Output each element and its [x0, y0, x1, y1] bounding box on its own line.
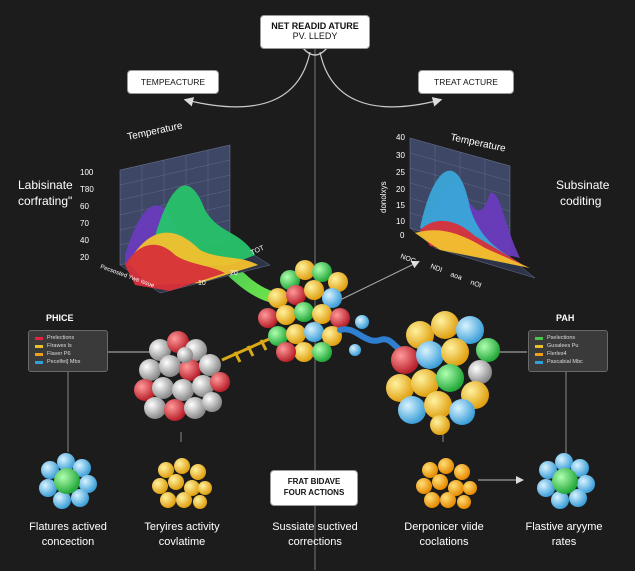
right-ytick-5: 10	[396, 217, 405, 226]
center-box-line1: FRAT BIDAVE	[287, 477, 341, 486]
right-side-label-2: coditing	[560, 194, 602, 208]
right-yaxis-label: donolxys	[379, 181, 388, 213]
bottom-label-5: Flastive aryyme rates	[508, 520, 620, 550]
bottom-label-5-line1: Flastive aryyme	[525, 521, 603, 533]
bottom-cluster-2	[152, 458, 212, 509]
bottom-label-4: Derponicer viide coclations	[388, 520, 500, 550]
left-ytick-2: 60	[80, 202, 89, 211]
left-arc-arrow	[183, 51, 311, 108]
top-title-line2: PV. LLEDY	[292, 31, 338, 41]
bottom-label-1: Flatures actived concection	[12, 520, 124, 550]
right-xtick-0: NOC	[399, 253, 416, 265]
left-legend-item-0: Prelections	[47, 335, 75, 341]
left-legend-item-1: Flrawes ls	[47, 343, 72, 349]
right-xtick-3: nOl	[469, 279, 482, 289]
right-ytick-3: 20	[396, 185, 405, 194]
right-legend-item-1: Gusalees Pu	[547, 343, 579, 349]
left-3d-chart: Temperature 100 T80 60 70 40 20 10 20 TO…	[80, 120, 271, 294]
bottom-cluster-5	[537, 453, 595, 509]
bottom-label-3-line2: corrections	[288, 536, 342, 548]
right-legend-title: PAH	[556, 313, 575, 323]
bottom-label-5-line2: rates	[551, 536, 577, 548]
left-xtick-1: 20	[230, 270, 238, 277]
bottom-label-2-line2: covlatime	[158, 536, 206, 548]
top-title-line1: NET READID ATURE	[271, 21, 359, 31]
right-xtick-2: aoa	[449, 271, 462, 282]
left-legend: Prelections Flrawes ls Flaver P6 Pecelfe…	[28, 330, 108, 372]
right-ytick-4: 15	[396, 201, 405, 210]
right-legend-item-3: Pascabial Mbc	[547, 359, 583, 365]
left-ytick-4: 40	[80, 236, 89, 245]
right-side-label-1: Subsinate	[556, 178, 610, 192]
left-side-label-2: corfrating"	[18, 194, 73, 208]
bottom-cluster-1	[39, 452, 97, 509]
bottom-cluster-4	[416, 458, 477, 509]
bottom-label-2: Teryires activity covlatime	[126, 520, 238, 550]
left-xtick-0: 10	[198, 280, 206, 287]
left-ytick-5: 20	[80, 253, 89, 262]
bottom-label-3-line1: Sussiate suctived	[272, 521, 358, 533]
left-surface-red	[125, 244, 225, 291]
left-panel-box: TEMPEACTURE	[127, 70, 219, 94]
right-ytick-6: 0	[400, 231, 405, 240]
right-molecule-cluster	[386, 311, 500, 435]
right-xtick-1: NDI	[429, 263, 443, 274]
left-ytick-3: 70	[80, 219, 89, 228]
bottom-label-1-line2: concection	[41, 536, 95, 548]
center-box-line2: FOUR ACTIONS	[283, 488, 345, 497]
left-side-label-1: Labisinate	[18, 178, 73, 192]
center-molecule-cluster	[258, 260, 350, 362]
left-legend-item-2: Flaver P6	[47, 351, 71, 357]
left-legend-title: PHICE	[46, 313, 74, 323]
bottom-label-4-line2: coclations	[419, 536, 469, 548]
right-surface-yellow	[415, 230, 530, 268]
right-panel-box: TREAT ACTURE	[418, 70, 514, 94]
blue-linker	[337, 315, 408, 356]
top-title-box: NET READID ATURE PV. LLEDY	[260, 15, 370, 49]
right-ytick-0: 40	[396, 133, 405, 142]
right-legend: Pselections Gusalees Pu Flerles4 Pascabi…	[528, 330, 608, 372]
left-ytick-1: T80	[80, 185, 94, 194]
center-actions-box: FRAT BIDAVE FOUR ACTIONS	[270, 470, 358, 506]
right-chart-link	[339, 261, 420, 301]
right-legend-item-0: Pselections	[547, 335, 576, 341]
bottom-label-1-line1: Flatures actived	[29, 521, 107, 533]
right-ytick-1: 30	[396, 151, 405, 160]
bottom-label-2-line1: Teryires activity	[144, 521, 220, 533]
left-ytick-0: 100	[80, 168, 94, 177]
right-arc-arrow	[319, 51, 443, 108]
right-ytick-2: 25	[396, 168, 405, 177]
left-molecule-cluster	[134, 331, 230, 421]
right-legend-item-2: Flerles4	[547, 351, 567, 357]
left-legend-item-3: Pecelfet] Mbs	[47, 359, 81, 365]
bottom-label-4-line1: Derponicer viide	[404, 521, 484, 533]
right-3d-chart: Temperature 40 30 25 20 15 10 0 donolxys…	[379, 132, 536, 290]
bottom-label-3: Sussiate suctived corrections	[256, 520, 374, 550]
